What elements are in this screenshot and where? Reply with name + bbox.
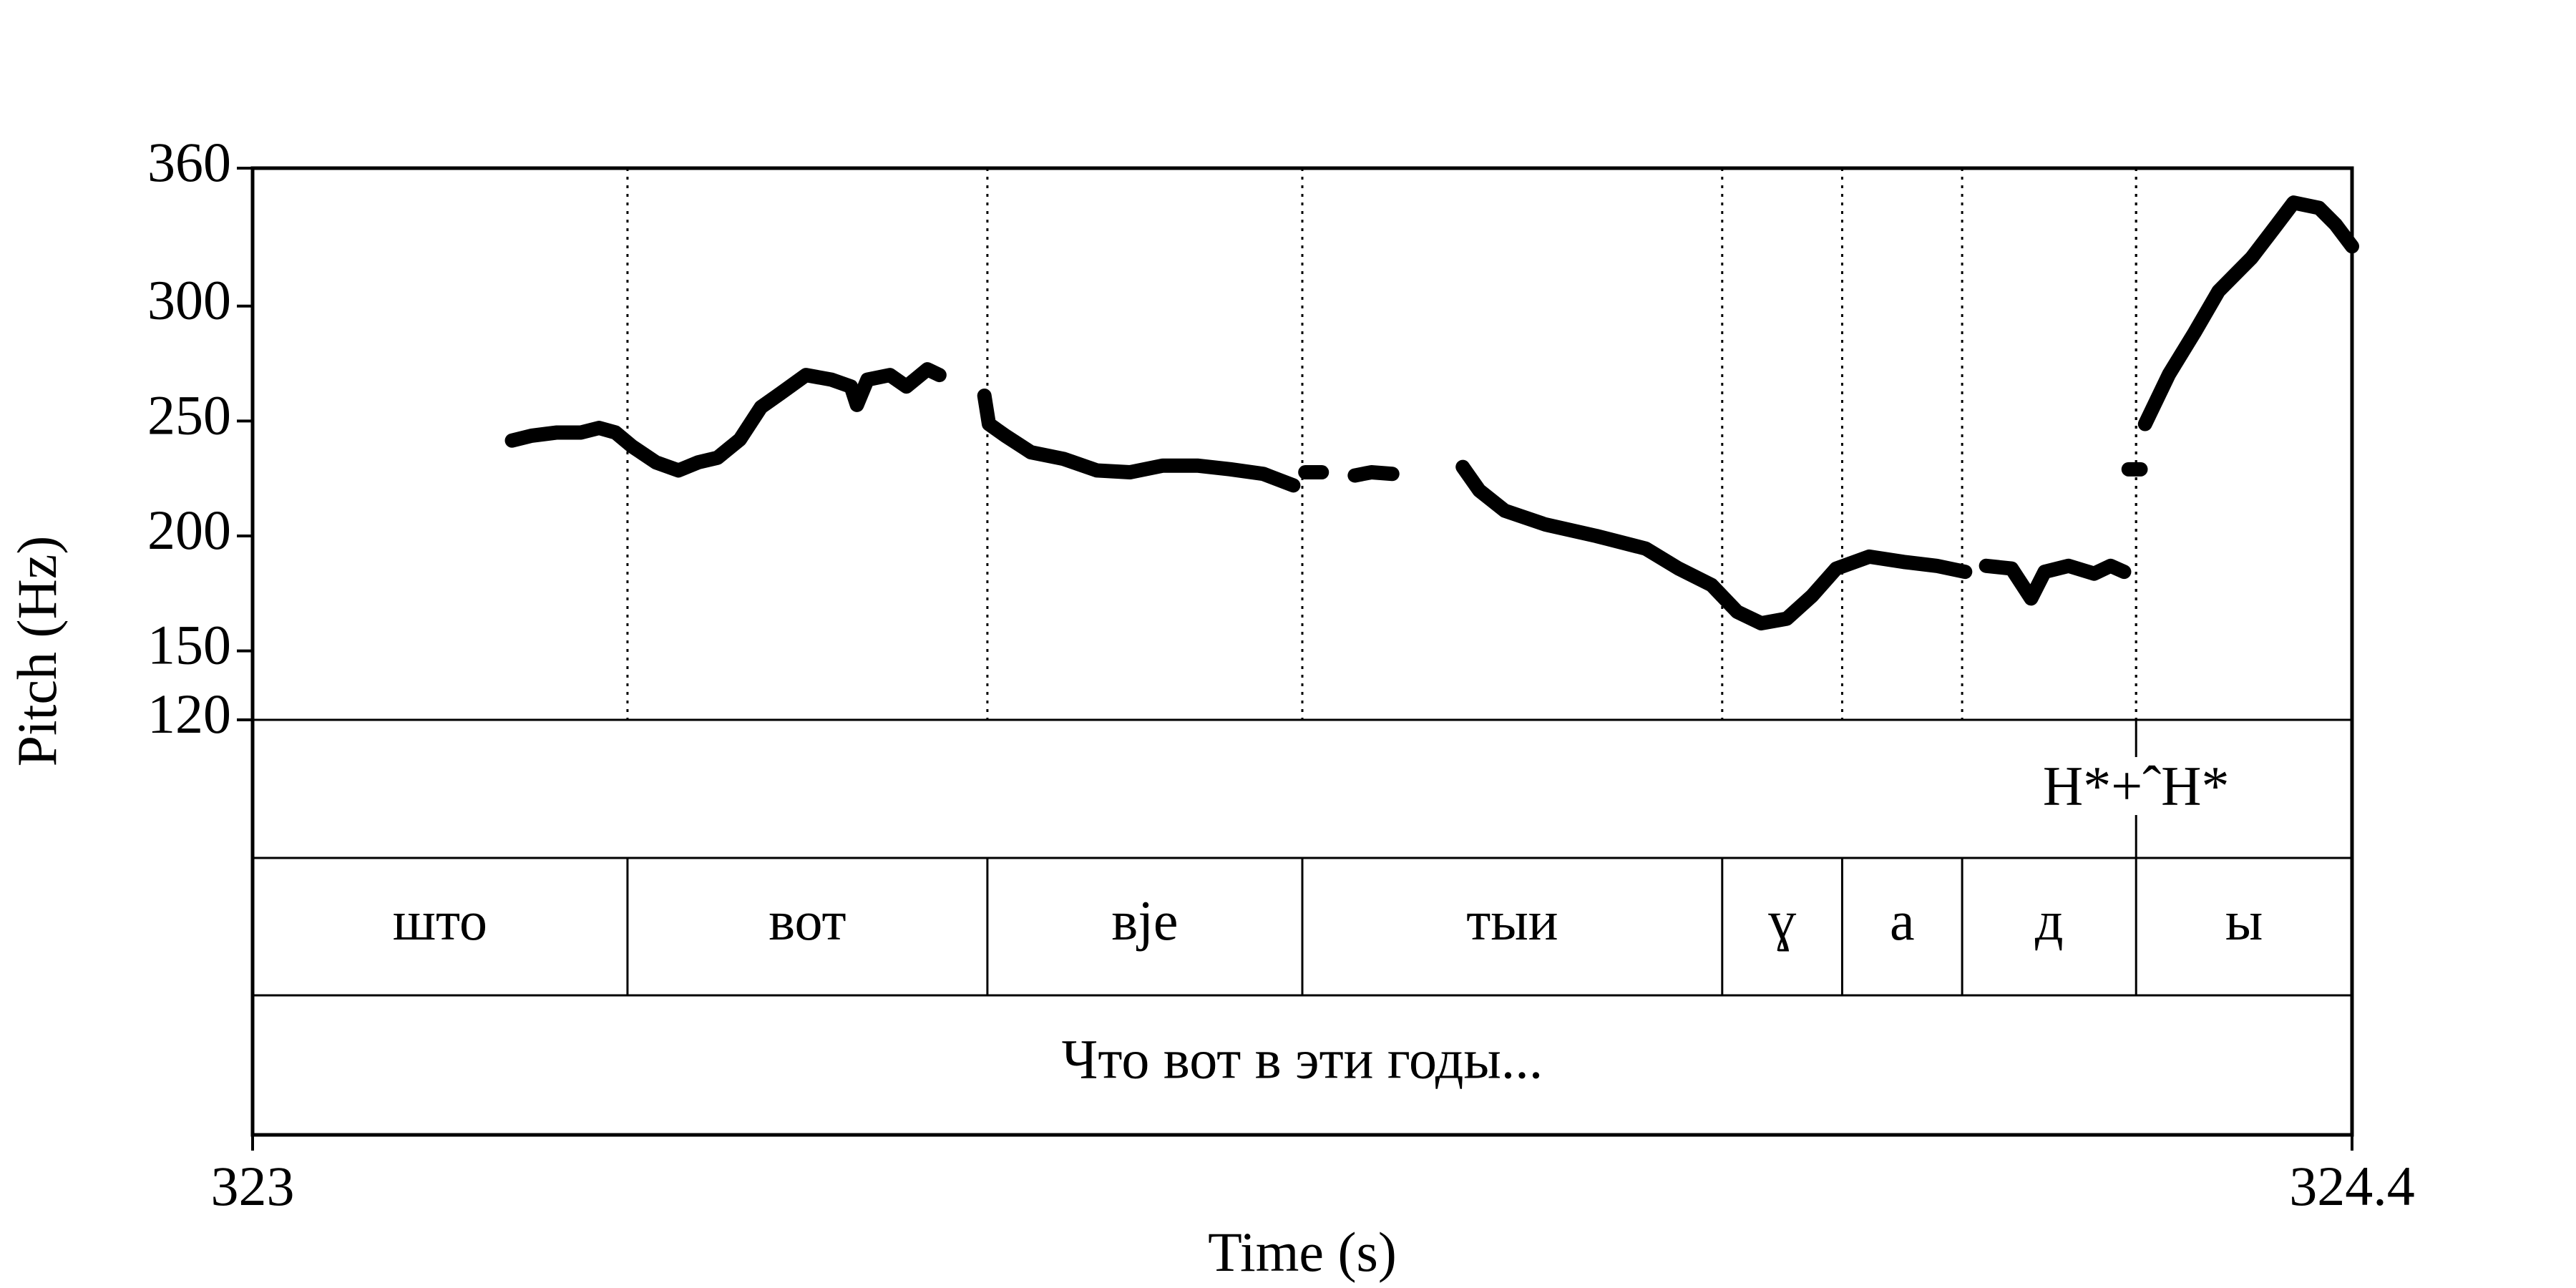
pitch-contour — [504, 362, 947, 478]
pitch-contour — [1455, 459, 1973, 631]
interval-label: вот — [769, 889, 846, 952]
interval-label: вје — [1111, 889, 1178, 952]
pitch-contour — [977, 389, 1301, 493]
pitch-contour — [2137, 195, 2359, 431]
pitch-contour — [1979, 558, 2132, 606]
y-tick-label: 200 — [147, 499, 231, 561]
interval-label: ɣ — [1768, 889, 1796, 952]
x-tick-label: 323 — [211, 1155, 295, 1217]
x-tick-label: 324.4 — [2289, 1155, 2415, 1217]
interval-label: што — [393, 889, 487, 952]
y-tick-label: 120 — [147, 683, 231, 745]
y-tick-label: 300 — [147, 269, 231, 331]
y-tick-label: 150 — [147, 614, 231, 676]
interval-label: а — [1890, 889, 1915, 952]
sentence-label: Что вот в эти годы... — [1062, 1028, 1543, 1090]
y-tick-label: 360 — [147, 131, 231, 193]
y-tick-label: 250 — [147, 384, 231, 446]
x-axis-label: Time (s) — [1208, 1221, 1397, 1283]
interval-label: тыи — [1466, 889, 1558, 952]
interval-label: д — [2035, 889, 2064, 952]
point-label: H*+ˆH* — [2043, 754, 2230, 816]
y-axis-label: Pitch (Hz) — [6, 536, 68, 767]
pitch-contour — [1347, 465, 1400, 483]
interval-label: ы — [2225, 889, 2263, 952]
